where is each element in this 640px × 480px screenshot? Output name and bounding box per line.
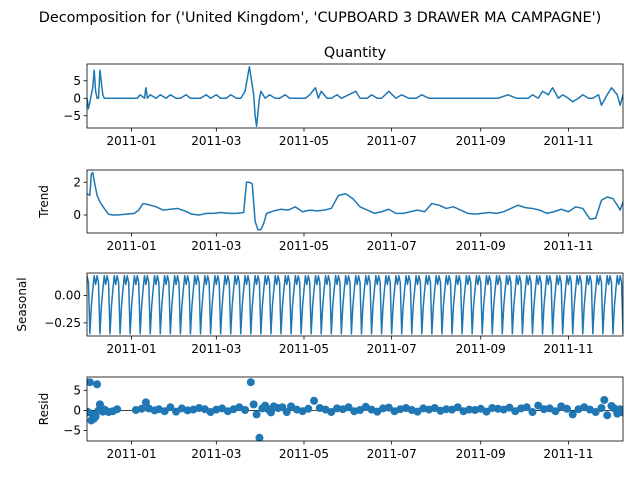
observed-ytick-label: 5 [73, 74, 81, 88]
seasonal-ylabel: Seasonal [15, 277, 29, 331]
observed-panel: −5 0 5 2011-01 2011-03 2011-05 2011-07 2011-09 2… [63, 45, 624, 148]
observed-title: Quantity [324, 45, 387, 61]
resid-point [344, 403, 353, 412]
observed-xtick-label: 2011-11 [543, 134, 593, 148]
resid-point [453, 403, 462, 412]
resid-point [304, 404, 313, 413]
resid-point [465, 405, 474, 414]
resid-xtick-label: 2011-01 [106, 447, 156, 461]
resid-point [619, 408, 623, 417]
resid-point [113, 405, 122, 414]
resid-point [534, 401, 543, 410]
resid-point [137, 404, 146, 413]
resid-point [266, 408, 275, 417]
observed-xtick-label: 2011-05 [279, 134, 329, 148]
trend-series-line [87, 171, 623, 231]
resid-xtick-label: 2011-03 [191, 447, 241, 461]
trend-panel: 0 2 2011-01 2011-03 2011-05 2011-07 2011-09 201… [37, 169, 624, 253]
resid-point [568, 410, 577, 419]
observed-xtick-label: 2011-07 [367, 134, 417, 148]
resid-ytick-label: 0 [73, 403, 81, 417]
seasonal-xtick-label: 2011-03 [191, 342, 241, 356]
trend-xtick-label: 2011-09 [456, 239, 506, 253]
resid-point [603, 411, 612, 420]
trend-xtick-label: 2011-05 [279, 239, 329, 253]
resid-point [528, 408, 537, 417]
seasonal-ytick-label: −0.25 [44, 316, 81, 330]
resid-point [141, 398, 150, 407]
resid-point [591, 408, 600, 417]
resid-point [255, 433, 264, 441]
resid-point [252, 410, 261, 419]
observed-xtick-label: 2011-09 [456, 134, 506, 148]
observed-ytick-label: −5 [63, 109, 81, 123]
resid-point [166, 403, 175, 412]
resid-ytick-label: −5 [63, 424, 81, 438]
observed-frame [86, 63, 624, 129]
resid-xtick-label: 2011-07 [367, 447, 417, 461]
resid-point [87, 378, 94, 387]
seasonal-ytick-label: 0.00 [54, 288, 81, 302]
seasonal-xtick-label: 2011-11 [543, 342, 593, 356]
resid-point [327, 408, 336, 417]
resid-point [562, 404, 571, 413]
resid-point [160, 407, 169, 416]
observed-series-line [87, 66, 623, 127]
resid-xtick-label: 2011-05 [279, 447, 329, 461]
resid-ytick-label: 5 [73, 383, 81, 397]
resid-frame [86, 376, 624, 442]
trend-xtick-label: 2011-01 [106, 239, 156, 253]
trend-xtick-label: 2011-11 [543, 239, 593, 253]
resid-point [522, 403, 531, 412]
resid-point [551, 407, 560, 416]
resid-xtick-label: 2011-11 [543, 447, 593, 461]
seasonal-xtick-label: 2011-09 [456, 342, 506, 356]
observed-xtick-label: 2011-03 [191, 134, 241, 148]
resid-ylabel: Resid [37, 393, 51, 425]
seasonal-series-line [87, 274, 623, 335]
seasonal-xtick-label: 2011-01 [106, 342, 156, 356]
resid-point [384, 403, 393, 412]
resid-point [241, 406, 250, 415]
seasonal-frame [86, 272, 624, 337]
resid-point [249, 400, 258, 409]
seasonal-xtick-label: 2011-07 [367, 342, 417, 356]
trend-frame [86, 169, 624, 234]
trend-ytick-label: 0 [73, 208, 81, 222]
resid-point [442, 405, 451, 414]
resid-point [482, 407, 491, 416]
figure-suptitle: Decomposition for ('United Kingdom', 'CU… [39, 10, 601, 26]
resid-point [505, 403, 514, 412]
resid-point [91, 412, 100, 421]
resid-point [246, 378, 255, 387]
trend-ylabel: Trend [37, 185, 51, 219]
resid-point [310, 396, 319, 405]
trend-xtick-label: 2011-03 [191, 239, 241, 253]
trend-xtick-label: 2011-07 [367, 239, 417, 253]
trend-ytick-label: 2 [73, 175, 81, 189]
resid-point [282, 408, 291, 417]
seasonal-xtick-label: 2011-05 [279, 342, 329, 356]
resid-point [93, 380, 102, 389]
resid-xtick-label: 2011-09 [456, 447, 506, 461]
resid-point [600, 395, 609, 404]
seasonal-panel: −0.25 0.00 2011-01 2011-03 2011-05 2011-07 201… [15, 272, 624, 356]
observed-ytick-label: 0 [73, 91, 81, 105]
observed-xtick-label: 2011-01 [106, 134, 156, 148]
resid-panel: −5 0 5 2011-01 2011-03 2011-05 2011-07 2011-09 2… [37, 376, 624, 461]
resid-point [597, 403, 606, 412]
